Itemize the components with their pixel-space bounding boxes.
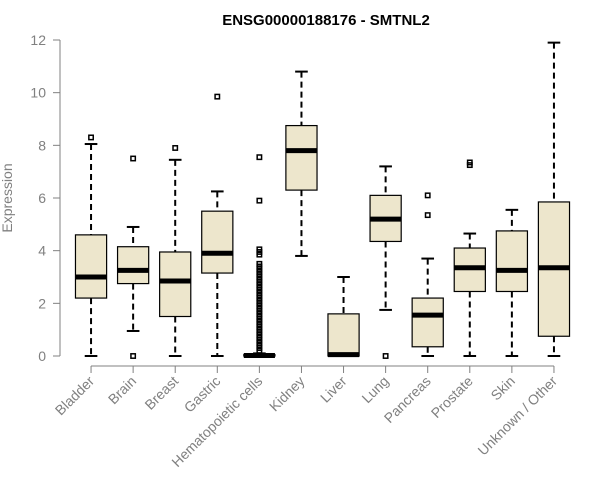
outlier-point	[256, 260, 263, 267]
outlier-point	[466, 159, 473, 166]
y-tick-label: 8	[38, 137, 46, 153]
box-breast	[159, 145, 192, 357]
x-tick-label: Unknown / Other	[474, 373, 560, 459]
y-tick-label: 10	[30, 85, 46, 101]
x-tick-label: Liver	[317, 373, 350, 406]
y-axis-label: Expression	[0, 163, 15, 232]
x-tick-label: Skin	[487, 373, 518, 404]
x-tick-label: Bladder	[52, 373, 98, 419]
box-unknown-other	[537, 41, 571, 357]
y-tick-label: 12	[30, 32, 46, 48]
outlier-point	[256, 246, 263, 253]
y-tick-label: 6	[38, 190, 46, 206]
y-tick-label: 0	[38, 348, 46, 364]
chart-title: ENSG00000188176 - SMTNL2	[222, 12, 430, 29]
outlier-point	[256, 154, 263, 161]
box-kidney	[285, 70, 318, 257]
box-rect	[159, 251, 192, 318]
x-tick-label: Prostate	[428, 373, 476, 421]
box-skin	[495, 208, 529, 357]
x-tick-label: Brain	[105, 373, 139, 407]
outlier-point	[172, 145, 179, 151]
x-tick-label: Kidney	[266, 373, 308, 415]
box-gastric	[201, 93, 234, 357]
outlier-point	[382, 353, 389, 359]
y-tick-label: 2	[38, 295, 46, 311]
outlier-point	[214, 93, 221, 100]
box-bladder	[74, 134, 108, 357]
outlier-point	[256, 197, 263, 204]
outlier-point	[424, 212, 431, 219]
box-rect	[495, 230, 529, 293]
box-rect	[327, 313, 360, 357]
box-brain	[116, 155, 150, 359]
box-rect	[285, 124, 318, 191]
x-tick-label: Pancreas	[381, 373, 434, 426]
y-tick-label: 4	[38, 243, 46, 259]
y-axis: 0 2 4 6 8 10 12	[30, 32, 61, 364]
box-rect	[201, 210, 234, 274]
box-lung	[369, 165, 402, 359]
box-prostate	[453, 159, 486, 357]
box-liver	[327, 276, 360, 358]
outlier-point	[130, 353, 137, 359]
box-rect	[74, 234, 108, 299]
outlier-point	[424, 192, 431, 199]
x-tick-label: Lung	[358, 373, 391, 406]
box-rect	[116, 246, 150, 285]
box-rect	[411, 297, 444, 348]
box-pancreas	[411, 192, 444, 357]
box-hematopoietic-cells	[243, 154, 276, 358]
outlier-point	[88, 134, 94, 141]
x-tick-label: Breast	[141, 373, 181, 413]
boxes-group	[74, 41, 571, 359]
outlier-point	[130, 155, 137, 162]
